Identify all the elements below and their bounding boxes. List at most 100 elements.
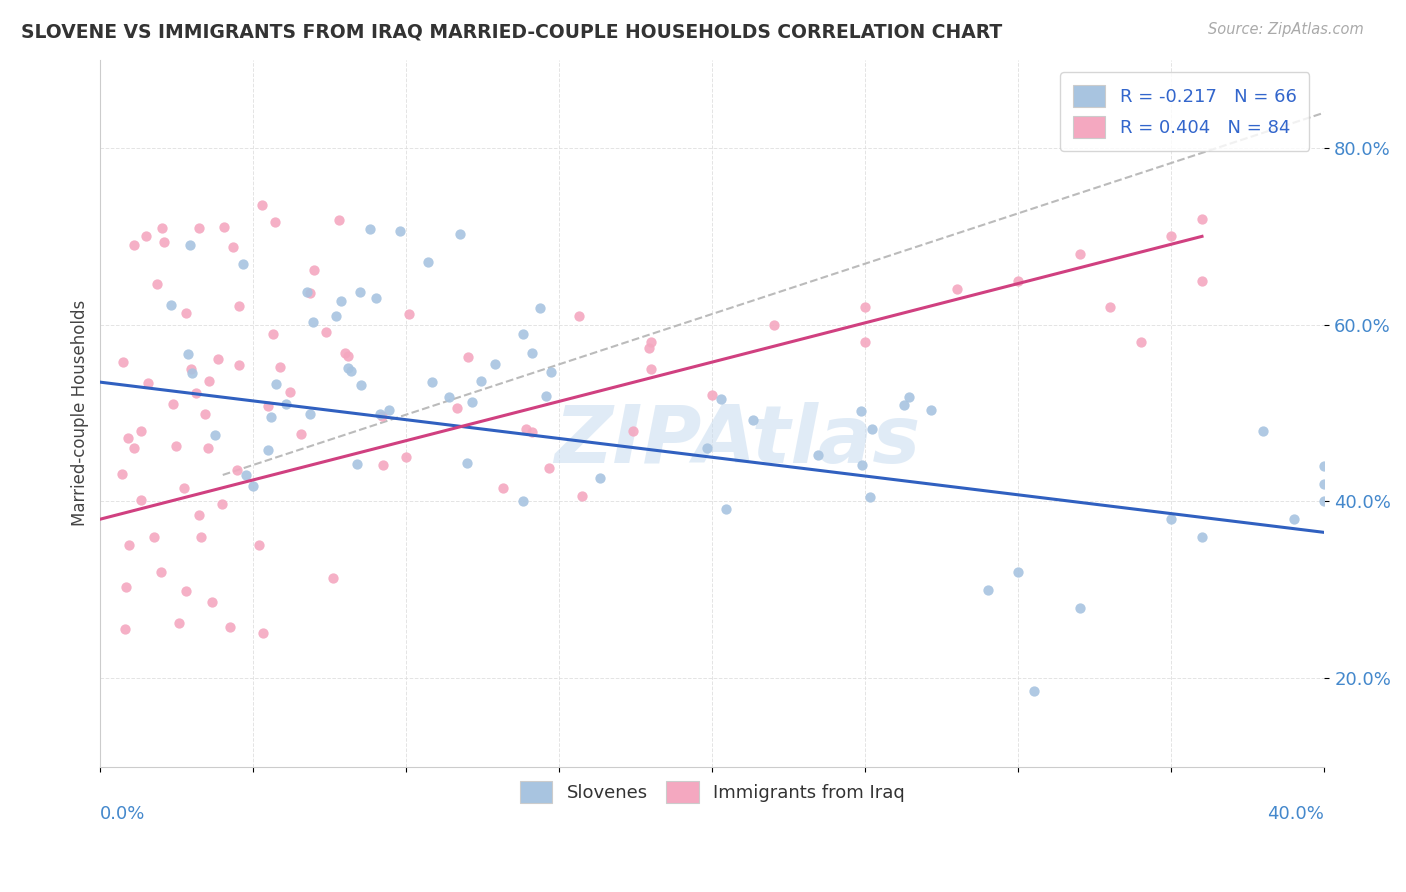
Point	[702, 388, 724, 402]
Point	[299, 286, 322, 301]
Point	[221, 240, 243, 254]
Point	[534, 389, 557, 403]
Point	[333, 345, 356, 359]
Point	[232, 256, 254, 270]
Point	[1007, 274, 1029, 288]
Point	[111, 355, 134, 369]
Point	[540, 365, 562, 379]
Point	[371, 458, 394, 472]
Point	[174, 305, 197, 319]
Point	[190, 530, 212, 544]
Point	[226, 463, 249, 477]
Point	[235, 468, 257, 483]
Point	[346, 458, 368, 472]
Point	[228, 359, 250, 373]
Point	[859, 490, 882, 504]
Y-axis label: Married-couple Households: Married-couple Households	[72, 300, 89, 526]
Point	[946, 282, 969, 296]
Point	[188, 220, 211, 235]
Point	[492, 481, 515, 495]
Point	[198, 374, 221, 388]
Point	[197, 441, 219, 455]
Point	[167, 616, 190, 631]
Point	[714, 501, 737, 516]
Point	[368, 407, 391, 421]
Point	[111, 467, 134, 481]
Point	[568, 310, 591, 324]
Point	[143, 530, 166, 544]
Point	[537, 460, 560, 475]
Point	[201, 595, 224, 609]
Point	[1313, 494, 1336, 508]
Point	[470, 374, 492, 388]
Point	[247, 538, 270, 552]
Point	[264, 377, 287, 392]
Point	[1191, 530, 1213, 544]
Point	[389, 224, 412, 238]
Point	[449, 227, 471, 242]
Point	[219, 620, 242, 634]
Text: Source: ZipAtlas.com: Source: ZipAtlas.com	[1208, 22, 1364, 37]
Point	[269, 360, 291, 375]
Point	[145, 277, 167, 292]
Text: 0.0%: 0.0%	[100, 805, 146, 823]
Point	[194, 407, 217, 421]
Point	[204, 428, 226, 442]
Point	[1313, 459, 1336, 474]
Point	[173, 481, 195, 495]
Point	[696, 441, 718, 455]
Point	[710, 392, 733, 407]
Point	[461, 394, 484, 409]
Point	[457, 351, 479, 365]
Point	[359, 221, 381, 235]
Point	[336, 349, 359, 363]
Point	[304, 263, 326, 277]
Point	[186, 385, 208, 400]
Point	[977, 582, 1000, 597]
Point	[211, 497, 233, 511]
Point	[1099, 300, 1122, 314]
Point	[264, 215, 287, 229]
Point	[439, 390, 461, 404]
Point	[325, 309, 347, 323]
Text: SLOVENE VS IMMIGRANTS FROM IRAQ MARRIED-COUPLE HOUSEHOLDS CORRELATION CHART: SLOVENE VS IMMIGRANTS FROM IRAQ MARRIED-…	[21, 22, 1002, 41]
Point	[851, 458, 873, 473]
Legend: Slovenes, Immigrants from Iraq: Slovenes, Immigrants from Iraq	[513, 774, 912, 811]
Point	[149, 566, 172, 580]
Point	[118, 538, 141, 552]
Point	[893, 398, 915, 412]
Point	[1160, 229, 1182, 244]
Point	[135, 229, 157, 244]
Point	[242, 479, 264, 493]
Point	[174, 583, 197, 598]
Point	[262, 327, 284, 342]
Point	[398, 307, 420, 321]
Point	[179, 238, 201, 252]
Point	[807, 448, 830, 462]
Point	[153, 235, 176, 249]
Point	[290, 427, 312, 442]
Point	[114, 622, 136, 636]
Point	[1007, 565, 1029, 579]
Point	[328, 213, 350, 227]
Point	[762, 318, 785, 332]
Point	[378, 402, 401, 417]
Point	[180, 362, 202, 376]
Point	[395, 450, 418, 465]
Point	[512, 326, 534, 341]
Point	[136, 376, 159, 390]
Point	[257, 399, 280, 413]
Point	[853, 300, 876, 314]
Point	[322, 571, 344, 585]
Point	[117, 431, 139, 445]
Text: ZIPAtlas: ZIPAtlas	[554, 402, 920, 481]
Point	[214, 220, 236, 235]
Point	[330, 293, 353, 308]
Point	[165, 439, 187, 453]
Point	[1191, 211, 1213, 226]
Point	[257, 443, 280, 458]
Point	[260, 409, 283, 424]
Point	[122, 238, 145, 252]
Point	[278, 385, 301, 400]
Point	[129, 424, 152, 438]
